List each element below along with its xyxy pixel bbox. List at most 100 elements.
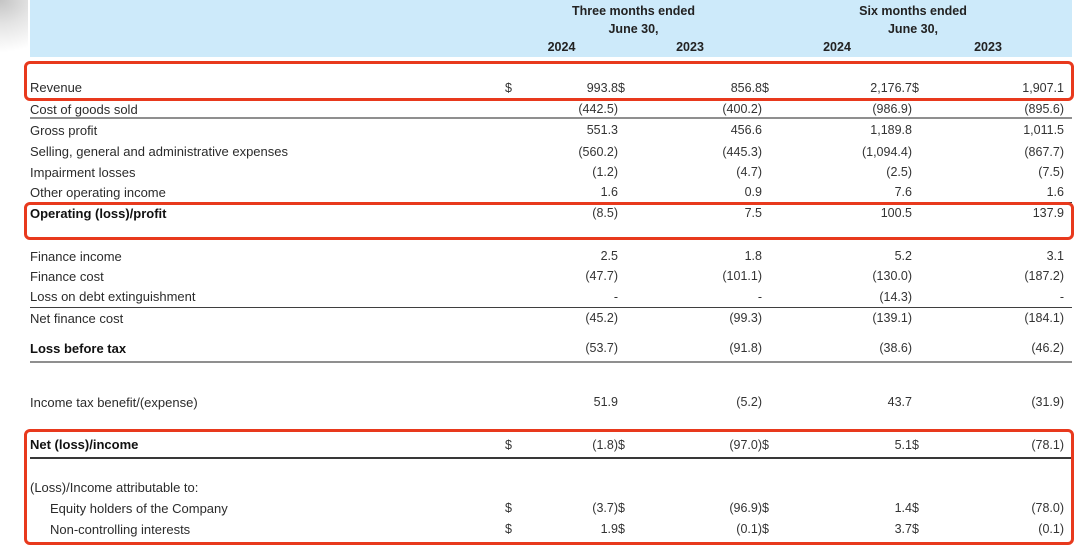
cell-value: (4.7) <box>736 165 762 179</box>
cell-value: 856.8 <box>730 81 762 95</box>
cell-value: - <box>613 289 618 304</box>
cell-value: (47.7) <box>585 269 618 283</box>
year-col-4: 2023 <box>974 40 1002 54</box>
cell-value: (187.2) <box>1024 269 1064 283</box>
cell-value: 2,176.7 <box>870 81 912 95</box>
income-statement-table: Three months ended Six months ended June… <box>30 0 1072 540</box>
currency-symbol: $ <box>505 437 512 452</box>
cell-value: (184.1) <box>1024 311 1064 325</box>
row-label: Impairment losses <box>30 164 136 180</box>
spacer-row <box>30 328 1072 338</box>
cell-value: 551.3 <box>586 123 618 137</box>
row-label: Other operating income <box>30 184 166 200</box>
currency-symbol: $ <box>505 522 512 536</box>
row-label: Selling, general and administrative expe… <box>30 144 288 159</box>
table-row: (Loss)/Income attributable to: <box>30 477 1072 498</box>
period-title-six-months: Six months ended <box>859 4 967 18</box>
cell-value: 993.8 <box>586 81 618 95</box>
cell-value: (53.7) <box>585 341 618 355</box>
row-label: (Loss)/Income attributable to: <box>30 480 199 495</box>
cell-value: 1,011.5 <box>1023 123 1064 137</box>
cell-value: (867.7) <box>1024 144 1064 159</box>
page-corner-shadow <box>0 0 28 62</box>
table-row: Equity holders of the Company $ (3.7) $ … <box>30 498 1072 518</box>
row-label: Finance income <box>30 248 122 264</box>
table-header: Three months ended Six months ended June… <box>30 0 1072 57</box>
header-year-labels: 2024 2023 2024 2023 <box>30 40 1064 54</box>
header-spacer <box>30 40 505 54</box>
row-label: Operating (loss)/profit <box>30 206 167 221</box>
cell-value: 51.9 <box>593 395 618 409</box>
spacer-row <box>30 363 1072 392</box>
cell-value: 1.8 <box>744 249 762 263</box>
cell-value: (3.7) <box>592 501 618 515</box>
cell-value: 100.5 <box>880 206 912 220</box>
cell-value: (8.5) <box>592 206 618 220</box>
currency-symbol: $ <box>762 81 769 95</box>
period-subtitle-six-months: June 30, <box>887 22 939 36</box>
currency-symbol: $ <box>618 81 625 95</box>
cell-value: (99.3) <box>729 311 762 325</box>
header-period-titles: Three months ended Six months ended <box>30 4 1064 18</box>
currency-symbol: $ <box>912 437 919 452</box>
cell-value: (445.3) <box>722 144 762 159</box>
cell-value: (97.0) <box>729 437 762 452</box>
cell-value: 7.6 <box>894 185 912 199</box>
cell-value: (7.5) <box>1038 165 1064 179</box>
table-row: Gross profit 551.3 456.6 1,189.8 1,011.5 <box>30 119 1072 141</box>
currency-symbol: $ <box>912 522 919 536</box>
cell-value: (895.6) <box>1024 102 1064 116</box>
currency-symbol: $ <box>762 501 769 515</box>
currency-symbol: $ <box>762 437 769 452</box>
currency-symbol: $ <box>618 501 625 515</box>
table-row: Loss before tax (53.7) (91.8) (38.6) (46… <box>30 338 1072 363</box>
cell-value: - <box>757 289 762 304</box>
currency-symbol: $ <box>912 501 919 515</box>
table-row: Impairment losses (1.2) (4.7) (2.5) (7.5… <box>30 162 1072 182</box>
cell-value: (91.8) <box>729 341 762 355</box>
cell-value: (0.1) <box>1038 522 1064 536</box>
cell-value: (1.2) <box>592 165 618 179</box>
currency-symbol: $ <box>505 81 512 95</box>
header-spacer <box>30 4 505 18</box>
table-row: Net finance cost (45.2) (99.3) (139.1) (… <box>30 308 1072 328</box>
cell-value: (0.1) <box>736 522 762 536</box>
cell-value: 43.7 <box>887 395 912 409</box>
cell-value: (45.2) <box>585 311 618 325</box>
cell-value: (101.1) <box>722 269 762 283</box>
cell-value: (78.0) <box>1031 501 1064 515</box>
row-label: Non-controlling interests <box>50 521 191 537</box>
period-title-three-months: Three months ended <box>572 4 695 18</box>
header-spacer <box>30 22 505 36</box>
row-label: Loss on debt extinguishment <box>30 289 196 304</box>
year-col-2: 2023 <box>676 40 704 54</box>
cell-value: 0.9 <box>744 185 762 199</box>
cell-value: (1,094.4) <box>861 144 912 159</box>
cell-value: (139.1) <box>872 311 912 325</box>
row-label: Net (loss)/income <box>30 437 139 452</box>
currency-symbol: $ <box>618 522 625 536</box>
cell-value: 5.2 <box>894 249 912 263</box>
cell-value: (560.2) <box>578 144 618 159</box>
table-row: Net (loss)/income $ (1.8) $ (97.0) $ 5.1… <box>30 432 1072 459</box>
cell-value: (130.0) <box>872 269 912 283</box>
cell-value: - <box>1059 289 1064 304</box>
cell-value: 137.9 <box>1032 206 1064 220</box>
cell-value: 7.5 <box>744 206 762 220</box>
year-col-3: 2024 <box>823 40 851 54</box>
cell-value: (78.1) <box>1031 437 1064 452</box>
cell-value: 1.6 <box>1046 185 1064 199</box>
table-body: Revenue $ 993.8 $ 856.8 $ 2,176.7 $ 1,90… <box>30 57 1072 540</box>
row-label: Loss before tax <box>30 340 127 356</box>
table-row: Revenue $ 993.8 $ 856.8 $ 2,176.7 $ 1,90… <box>30 57 1072 101</box>
currency-symbol: $ <box>912 81 919 95</box>
cell-value: 456.6 <box>730 123 762 137</box>
cell-value: 1,189.8 <box>870 123 912 137</box>
spacer-row <box>30 412 1072 432</box>
table-row: Finance income 2.5 1.8 5.2 3.1 <box>30 246 1072 266</box>
table-row: Cost of goods sold (442.5) (400.2) (986.… <box>30 101 1072 119</box>
row-label: Cost of goods sold <box>30 101 138 117</box>
row-label: Equity holders of the Company <box>50 500 228 516</box>
cell-value: 1.6 <box>600 185 618 199</box>
